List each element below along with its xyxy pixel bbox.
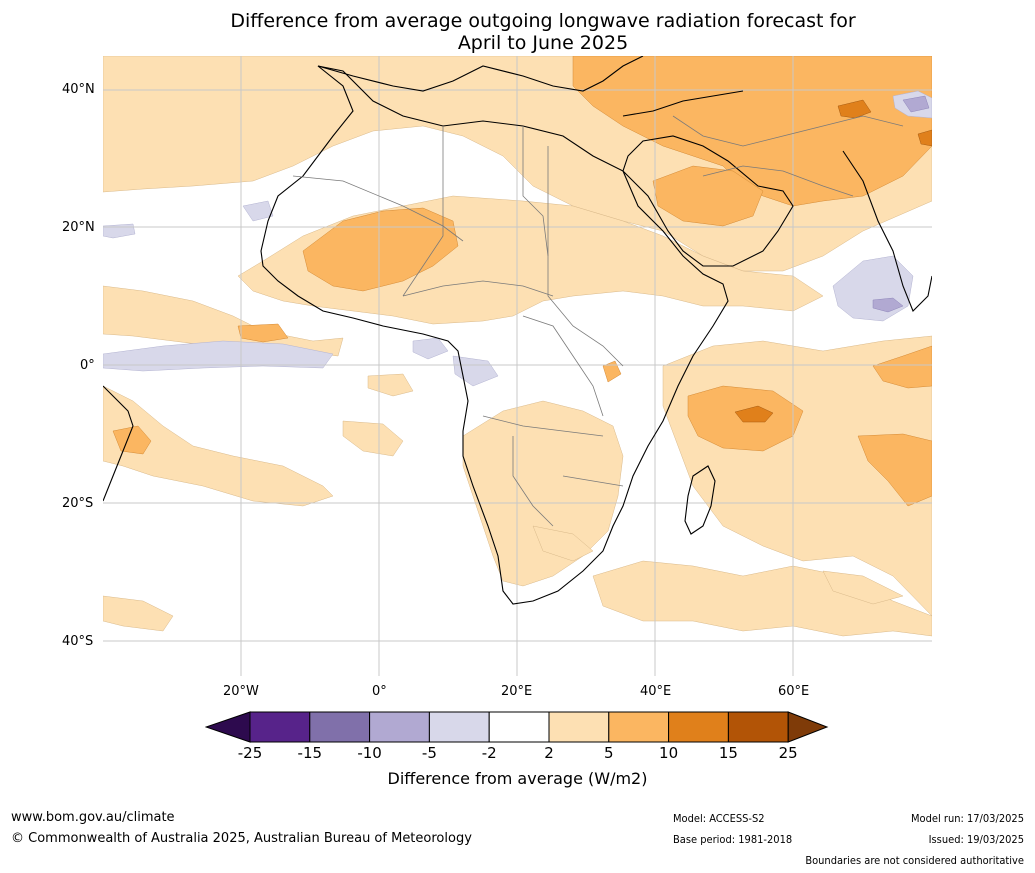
lon-label-20e: 20°E (501, 684, 533, 699)
country-borders (292, 115, 904, 527)
map-panel (103, 56, 932, 676)
title-line-2: April to June 2025 (457, 32, 629, 54)
colorbar-title: Difference from average (W/m2) (387, 769, 648, 788)
colorbar-extend-high (787, 711, 829, 743)
footer-model-run: Model run: 17/03/2025 (911, 812, 1024, 825)
colorbar-tick-label: -2 (481, 744, 497, 762)
lon-label-20w: 20°W (223, 684, 259, 699)
colorbar-swatch (668, 711, 729, 743)
colorbar-tick-label: 2 (544, 744, 554, 762)
title-line-1: Difference from average outgoing longwav… (230, 10, 856, 32)
colorbar (204, 711, 829, 747)
colorbar-tick-label: -15 (297, 744, 323, 762)
colorbar-tick-label: 25 (778, 744, 798, 762)
lon-label-40e: 40°E (640, 684, 672, 699)
anomaly-neg5-neg10-fields (872, 95, 930, 313)
lon-label-0: 0° (372, 684, 387, 699)
footer-copyright: © Commonwealth of Australia 2025, Austra… (11, 831, 472, 846)
colorbar-swatch (608, 711, 670, 743)
colorbar-tick-label: 10 (659, 744, 679, 762)
lat-label-0: 0° (80, 358, 95, 373)
colorbar-swatch (488, 711, 550, 743)
colorbar-tick-label: -5 (421, 744, 437, 762)
anomaly-5-10-fields (112, 56, 932, 507)
footer-base-period: Base period: 1981-2018 (673, 833, 793, 846)
lat-label-40s: 40°S (62, 634, 94, 649)
olr-anomaly-map (103, 56, 932, 676)
footer-disclaimer: Boundaries are not considered authoritat… (805, 854, 1024, 867)
colorbar-swatch (249, 711, 311, 743)
colorbar-swatches (204, 711, 829, 743)
colorbar-tick-label: 15 (718, 744, 738, 762)
lat-label-20s: 20°S (62, 496, 94, 511)
anomaly-10-15-fields (734, 99, 932, 423)
lat-label-20n: 20°N (62, 220, 95, 235)
lat-label-40n: 40°N (62, 82, 95, 97)
colorbar-tick-label: -25 (237, 744, 263, 762)
graticule (103, 56, 932, 676)
footer-model: Model: ACCESS-S2 (673, 812, 765, 825)
colorbar-swatch (548, 711, 610, 743)
colorbar-swatch (309, 711, 371, 743)
colorbar-tick-label: 5 (604, 744, 614, 762)
colorbar-swatch (369, 711, 430, 743)
colorbar-swatch (727, 711, 789, 743)
footer-website: www.bom.gov.au/climate (11, 810, 175, 825)
footer-issued: Issued: 19/03/2025 (928, 833, 1024, 846)
colorbar-extend-low (204, 711, 251, 743)
coastlines (103, 56, 932, 605)
colorbar-swatch (428, 711, 490, 743)
lon-label-60e: 60°E (778, 684, 810, 699)
colorbar-tick-label: -10 (357, 744, 382, 762)
map-title: Difference from average outgoing longwav… (0, 10, 1035, 54)
